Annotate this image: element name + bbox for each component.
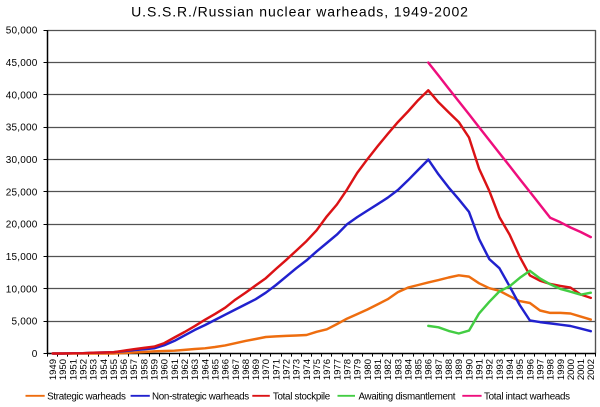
svg-text:1965: 1965 [211,359,222,380]
svg-text:Awaiting dismantlement: Awaiting dismantlement [359,391,456,402]
svg-text:1962: 1962 [180,359,191,380]
svg-text:1977: 1977 [332,359,343,380]
svg-text:1987: 1987 [434,359,445,380]
svg-text:1972: 1972 [282,359,293,380]
svg-text:1998: 1998 [546,359,557,380]
svg-text:1980: 1980 [363,359,374,380]
svg-text:2002: 2002 [586,359,597,380]
svg-text:1961: 1961 [170,359,181,380]
svg-text:1959: 1959 [150,359,161,380]
svg-text:1954: 1954 [99,359,110,380]
svg-text:U.S.S.R./Russian nuclear warhe: U.S.S.R./Russian nuclear warheads, 1949-… [131,4,469,20]
svg-text:1963: 1963 [190,359,201,380]
svg-text:1983: 1983 [393,359,404,380]
svg-text:0: 0 [32,349,38,360]
svg-text:45,000: 45,000 [6,58,38,69]
svg-text:1989: 1989 [454,359,465,380]
svg-text:Total stockpile: Total stockpile [273,391,331,402]
svg-text:Non-strategic warheads: Non-strategic warheads [152,391,249,402]
svg-text:1996: 1996 [525,359,536,380]
svg-text:1971: 1971 [271,359,282,380]
svg-text:1951: 1951 [68,359,79,380]
svg-text:1949: 1949 [48,359,59,380]
svg-text:1957: 1957 [129,359,140,380]
svg-text:1966: 1966 [221,359,232,380]
svg-text:2001: 2001 [576,359,587,380]
svg-text:50,000: 50,000 [6,26,38,37]
svg-text:15,000: 15,000 [6,252,38,263]
svg-text:1979: 1979 [353,359,364,380]
svg-text:Strategic warheads: Strategic warheads [47,391,126,402]
svg-text:25,000: 25,000 [6,187,38,198]
svg-text:1994: 1994 [505,359,516,380]
svg-text:1964: 1964 [200,359,211,380]
svg-text:1953: 1953 [89,359,100,380]
svg-text:1960: 1960 [160,359,171,380]
svg-text:1967: 1967 [231,359,242,380]
svg-text:1973: 1973 [292,359,303,380]
svg-text:5,000: 5,000 [11,317,37,328]
svg-text:Total intact warheads: Total intact warheads [484,391,570,402]
svg-text:1956: 1956 [119,359,130,380]
svg-text:1988: 1988 [444,359,455,380]
svg-text:1992: 1992 [485,359,496,380]
svg-text:1976: 1976 [322,359,333,380]
svg-text:1995: 1995 [515,359,526,380]
svg-text:1952: 1952 [78,359,89,380]
svg-text:1970: 1970 [261,359,272,380]
svg-text:1993: 1993 [495,359,506,380]
svg-text:1978: 1978 [343,359,354,380]
svg-text:1982: 1982 [383,359,394,380]
svg-text:1974: 1974 [302,359,313,380]
svg-text:1955: 1955 [109,359,120,380]
svg-text:1986: 1986 [424,359,435,380]
svg-text:1984: 1984 [403,359,414,380]
svg-text:1969: 1969 [251,359,262,380]
svg-text:1958: 1958 [139,359,150,380]
svg-text:1990: 1990 [464,359,475,380]
svg-text:1997: 1997 [535,359,546,380]
svg-text:10,000: 10,000 [6,284,38,295]
svg-text:35,000: 35,000 [6,123,38,134]
svg-text:1975: 1975 [312,359,323,380]
svg-text:1968: 1968 [241,359,252,380]
svg-text:1981: 1981 [373,359,384,380]
svg-text:1985: 1985 [414,359,425,380]
svg-text:1991: 1991 [475,359,486,380]
svg-text:1950: 1950 [58,359,69,380]
svg-text:2000: 2000 [566,359,577,380]
svg-text:30,000: 30,000 [6,155,38,166]
svg-text:20,000: 20,000 [6,220,38,231]
svg-text:1999: 1999 [556,359,567,380]
svg-text:40,000: 40,000 [6,90,38,101]
